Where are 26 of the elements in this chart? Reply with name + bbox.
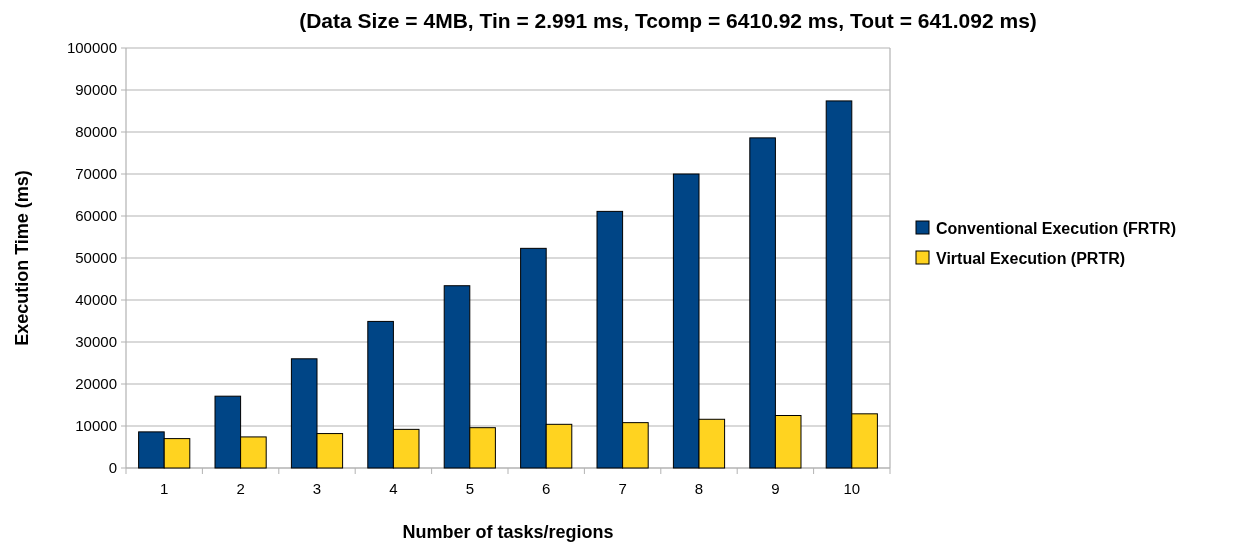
chart-title: (Data Size = 4MB, Tin = 2.991 ms, Tcomp = 6410.92 ms, Tout = 641.092 ms) <box>299 9 1037 32</box>
legend-label: Virtual Execution (PRTR) <box>936 249 1126 267</box>
x-tick-label: 6 <box>542 480 551 497</box>
y-tick-label: 10000 <box>75 417 117 435</box>
x-tick-label: 1 <box>160 480 169 497</box>
x-tick-label: 4 <box>389 480 398 497</box>
y-tick-label: 90000 <box>75 81 117 99</box>
x-tick-label: 3 <box>312 480 322 497</box>
legend-label: Conventional Execution (FRTR) <box>936 219 1176 237</box>
x-tick-label: 5 <box>465 480 474 497</box>
y-tick-label: 40000 <box>75 291 117 309</box>
x-tick-label: 9 <box>771 480 780 497</box>
x-tick-label: 7 <box>618 480 627 497</box>
x-tick-label: 8 <box>694 480 704 497</box>
y-tick-label: 30000 <box>75 333 117 351</box>
x-axis-title: Number of tasks/regions <box>402 522 614 542</box>
y-tick-label: 0 <box>108 459 117 477</box>
x-tick-label: 10 <box>843 480 861 497</box>
y-tick-label: 20000 <box>75 375 117 393</box>
y-tick-label: 80000 <box>75 123 117 141</box>
y-tick-label: 70000 <box>75 165 117 183</box>
y-tick-label: 50000 <box>75 249 117 267</box>
y-tick-label: 100000 <box>66 39 117 57</box>
x-tick-label: 2 <box>236 480 245 497</box>
y-axis-title: Execution Time (ms) <box>12 170 32 346</box>
y-tick-label: 60000 <box>75 207 117 225</box>
